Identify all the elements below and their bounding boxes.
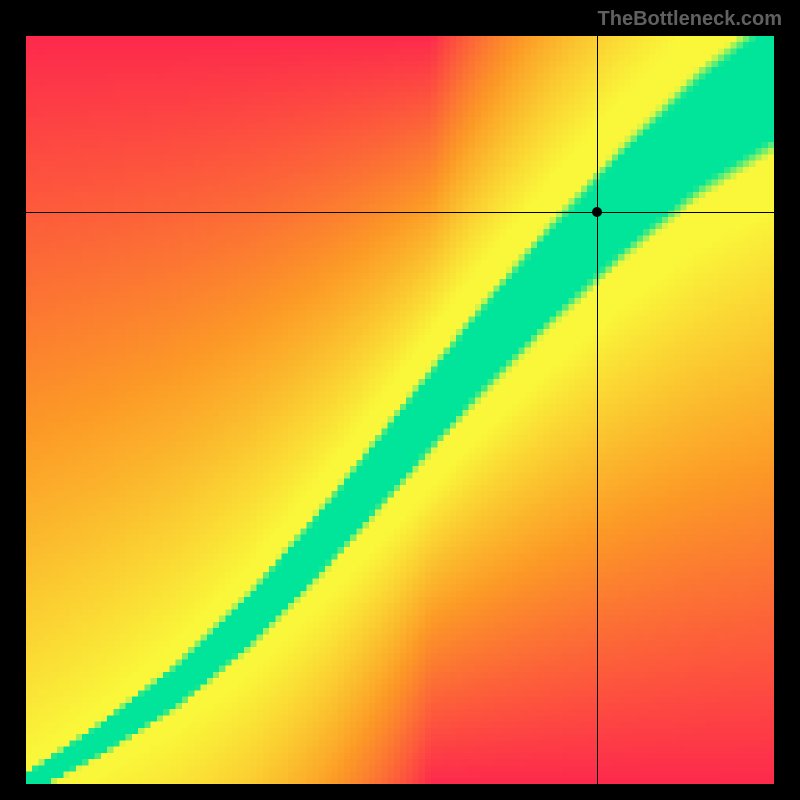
- crosshair-marker: [592, 207, 602, 217]
- crosshair-horizontal: [26, 212, 774, 213]
- heatmap-canvas: [26, 36, 774, 784]
- watermark-text: TheBottleneck.com: [598, 8, 782, 31]
- plot-area: [26, 36, 774, 784]
- crosshair-vertical: [597, 36, 598, 784]
